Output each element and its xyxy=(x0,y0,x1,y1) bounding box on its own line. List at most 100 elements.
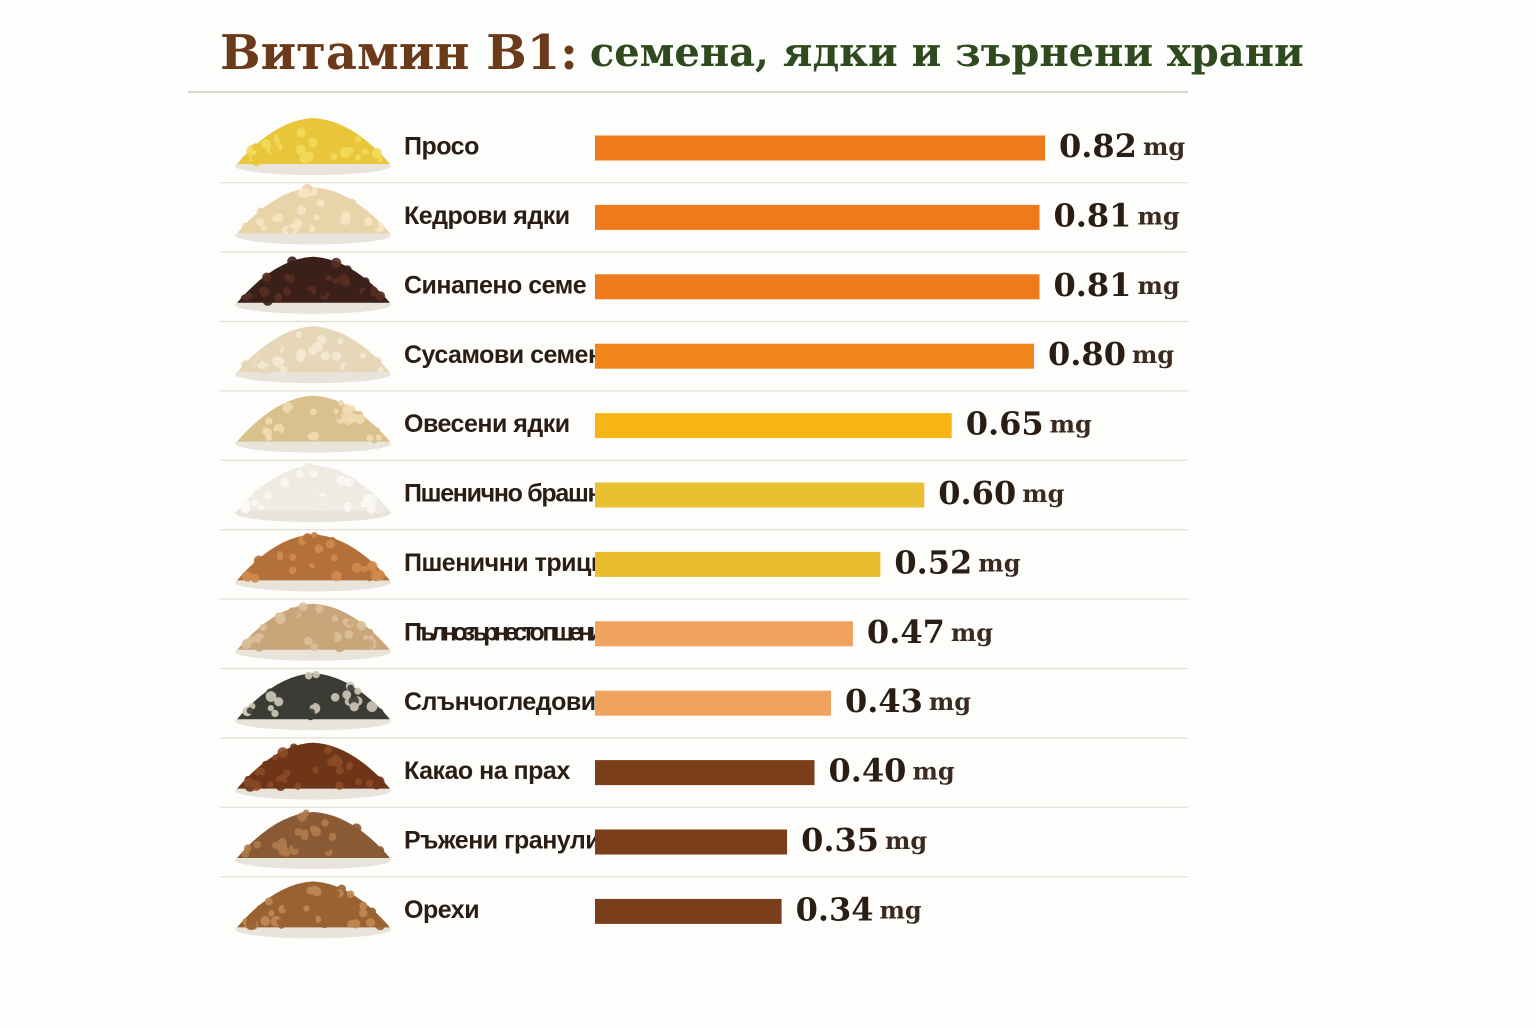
icon-grain xyxy=(293,219,303,229)
icon-grain xyxy=(277,747,289,759)
icon-grain xyxy=(279,366,288,375)
icon-grain xyxy=(260,915,271,926)
icon-grain xyxy=(359,901,368,910)
icon-grain xyxy=(340,355,347,362)
icon-grain xyxy=(344,477,354,488)
value-number: 0.81 xyxy=(1054,196,1132,234)
icon-grain xyxy=(261,139,271,149)
icon-grain xyxy=(342,690,352,700)
value-number: 0.81 xyxy=(1054,265,1132,303)
icon-grain xyxy=(345,493,353,502)
icon-grain xyxy=(312,670,320,679)
icon-grain xyxy=(311,531,318,538)
icon-grain xyxy=(288,408,298,418)
icon-grain xyxy=(330,554,338,562)
bar xyxy=(595,690,831,716)
icon-grain xyxy=(331,123,339,131)
icon-grain xyxy=(347,344,355,352)
icon-grain xyxy=(303,151,314,162)
icon-grain xyxy=(343,363,352,372)
icon-grain xyxy=(296,348,307,359)
icon-grain xyxy=(258,286,270,298)
icon-grain xyxy=(346,890,355,899)
category-label: Какао на прах xyxy=(404,757,570,785)
icon-grain xyxy=(330,693,340,702)
icon-grain xyxy=(280,478,290,488)
value-unit: mg xyxy=(1137,270,1179,299)
value-label: 0.35 mg xyxy=(801,821,927,859)
icon-grain xyxy=(242,222,251,231)
bar xyxy=(595,898,782,924)
icon-grain xyxy=(347,920,355,928)
icon-pile xyxy=(237,256,390,303)
icon-grain xyxy=(302,809,310,817)
icon-grain xyxy=(314,915,322,923)
icon-grain xyxy=(321,819,329,827)
icon-grain xyxy=(347,684,354,691)
icon-grain xyxy=(319,775,329,785)
chart-title: Витамин B1: семена, ядки и зърнени храни xyxy=(220,25,1304,81)
icon-grain xyxy=(366,918,376,928)
icon-grain xyxy=(358,908,368,918)
icon-grain xyxy=(278,921,286,929)
icon-grain xyxy=(290,609,300,618)
icon-grain xyxy=(334,270,341,277)
icon-grain xyxy=(326,281,335,290)
icon-grain xyxy=(269,144,279,155)
food-icon xyxy=(235,881,391,939)
icon-grain xyxy=(349,702,359,712)
icon-grain xyxy=(357,643,364,651)
icon-grain xyxy=(370,570,382,582)
value-unit: mg xyxy=(929,687,971,716)
icon-grain xyxy=(303,289,313,299)
icon-grain xyxy=(366,844,377,856)
icon-grain xyxy=(273,356,285,368)
icon-grain xyxy=(297,820,306,829)
icon-grain xyxy=(327,702,339,714)
icon-grain xyxy=(303,636,313,646)
icon-grain xyxy=(366,434,374,442)
icon-grain xyxy=(341,706,352,717)
icon-grain xyxy=(365,630,372,637)
icon-grain xyxy=(335,766,344,775)
icon-grain xyxy=(306,708,316,717)
food-icon xyxy=(235,462,391,522)
icon-grain xyxy=(257,774,264,781)
icon-grain xyxy=(242,294,249,301)
icon-grain xyxy=(283,274,291,281)
icon-grain xyxy=(251,157,261,166)
icon-grain xyxy=(282,287,292,296)
icon-grain xyxy=(282,769,291,778)
icon-grain xyxy=(273,621,285,633)
icon-grain xyxy=(331,615,339,622)
icon-grain xyxy=(278,845,289,856)
bar xyxy=(595,343,1035,369)
icon-grain xyxy=(286,227,294,234)
icon-grain xyxy=(343,265,352,274)
icon-grain xyxy=(350,432,358,439)
value-label: 0.47 mg xyxy=(867,612,993,650)
food-icon xyxy=(235,326,391,384)
icon-grain xyxy=(319,258,326,265)
food-icon xyxy=(235,742,391,800)
icon-grain xyxy=(288,487,299,498)
icon-grain xyxy=(313,214,320,221)
icon-grain xyxy=(262,272,272,282)
icon-grain xyxy=(272,215,279,223)
bar xyxy=(595,204,1040,230)
icon-grain xyxy=(307,433,314,440)
icon-grain xyxy=(276,129,287,140)
value-label: 0.60 mg xyxy=(938,474,1064,512)
value-unit: mg xyxy=(880,895,922,924)
icon-grain xyxy=(262,295,273,306)
icon-grain xyxy=(298,846,306,855)
icon-grain xyxy=(303,905,310,912)
icon-grain xyxy=(294,782,302,790)
icon-grain xyxy=(366,494,377,505)
icon-grain xyxy=(332,147,340,155)
food-icon xyxy=(235,670,391,731)
icon-grain xyxy=(244,777,255,788)
icon-grain xyxy=(354,136,362,143)
value-number: 0.60 xyxy=(938,474,1016,512)
icon-grain xyxy=(321,710,329,718)
